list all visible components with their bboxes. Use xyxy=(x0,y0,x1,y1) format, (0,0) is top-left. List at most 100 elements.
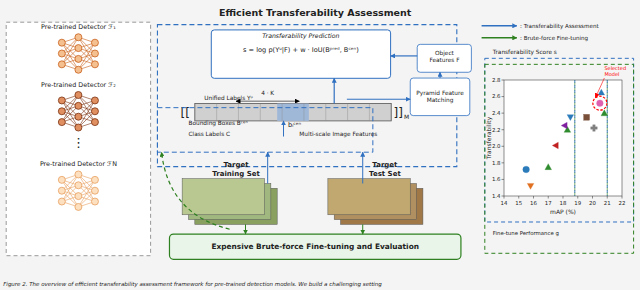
network-node xyxy=(91,97,98,104)
text-line: Unified Labels Yᵘ xyxy=(204,95,253,101)
text-line: 14 xyxy=(501,200,508,206)
point xyxy=(584,114,590,120)
network-node xyxy=(91,50,98,57)
network-node xyxy=(58,50,65,57)
text-line: Pre-trained Detector ℱ₁ xyxy=(41,23,116,31)
matching-box xyxy=(410,78,470,116)
matrix-grid xyxy=(238,104,239,121)
y-tick-label: 2.4 xyxy=(492,110,501,116)
arrow xyxy=(267,152,268,183)
network-node xyxy=(58,187,65,194)
text-line: 22 xyxy=(619,200,626,206)
text-line: Pre-trained Detector ℱN xyxy=(40,160,117,168)
y-axis-label: Transferability xyxy=(485,116,493,160)
label-matrix xyxy=(195,104,391,121)
text-line: s = log p(Yᵘ|F) + w · IoU(Bᵖʳᵉᵈ, Bᶜᵉⁿ) xyxy=(243,46,359,54)
text-line: Transferability Score s xyxy=(492,49,557,56)
panel-border xyxy=(6,22,150,256)
text-line: 19 xyxy=(574,200,581,206)
network-node xyxy=(91,61,98,68)
detector-label: Pre-trained Detector ℱN xyxy=(40,160,117,168)
center-label: bᵢᶜᵉⁿ xyxy=(288,121,302,129)
text-line: 18 xyxy=(560,200,567,206)
arrow xyxy=(283,121,284,137)
prediction-title: Transferability Prediction xyxy=(262,32,339,40)
arrow xyxy=(362,224,363,234)
text-line: : Transferability Assessment xyxy=(520,23,599,30)
matrix-grid xyxy=(303,104,304,121)
x-tick xyxy=(533,196,534,199)
x-tick xyxy=(592,196,593,199)
reference-line xyxy=(607,80,608,196)
y-tick-label: 2.8 xyxy=(492,77,501,83)
point xyxy=(545,164,552,170)
text-line: ⋮ xyxy=(72,135,85,150)
network-node xyxy=(91,187,98,194)
matrix-grid xyxy=(391,104,392,121)
network-node xyxy=(75,45,82,52)
network-node xyxy=(58,97,65,104)
point xyxy=(561,122,567,129)
arrow xyxy=(362,152,363,183)
y-tick-label: 2.2 xyxy=(492,127,501,133)
y-tick-label: 2.6 xyxy=(492,93,501,99)
network-node xyxy=(58,176,65,183)
legend-arrow xyxy=(482,37,517,39)
performance-label: Fine-tune Performance g xyxy=(493,230,559,237)
text-line: 2.2 xyxy=(492,127,501,133)
x-tick xyxy=(504,196,505,199)
network-node xyxy=(75,124,82,131)
text-line: 21 xyxy=(604,200,611,206)
legend-arrow xyxy=(482,25,517,27)
y-tick xyxy=(502,96,505,97)
network-node xyxy=(91,198,98,205)
y-tick xyxy=(502,162,505,163)
classes-label: Class Labels C xyxy=(188,131,230,137)
network-node xyxy=(91,176,98,183)
point xyxy=(567,115,574,121)
boxes-label: Bounding Boxes Bᶜᵉⁿ xyxy=(188,120,247,127)
matrix-grid xyxy=(194,104,195,121)
x-tick xyxy=(577,196,578,199)
text-line: Target xyxy=(372,161,398,169)
highlight-circle xyxy=(593,96,607,110)
text-line: Fine-tune Performance g xyxy=(493,230,559,237)
network-node xyxy=(75,34,82,41)
arrow xyxy=(440,72,441,78)
inputs-area xyxy=(157,108,372,153)
legend-label: : Transferability Assessment xyxy=(520,23,599,30)
y-tick xyxy=(502,80,505,81)
text-line: Test Set xyxy=(369,170,401,178)
network xyxy=(58,171,98,210)
network-node xyxy=(91,119,98,126)
text-line: 2.4 xyxy=(492,110,501,116)
y-tick xyxy=(502,113,505,114)
network-node xyxy=(58,198,65,205)
text-line: ]] xyxy=(394,106,403,120)
x-tick-label: 16 xyxy=(530,200,537,206)
y-tick-label: 1.4 xyxy=(492,193,501,199)
matrix-grid xyxy=(216,104,217,121)
text-line: Pyramid Feature xyxy=(416,90,464,97)
x-tick-label: 22 xyxy=(619,200,626,206)
x-tick-label: 14 xyxy=(501,200,508,206)
text-line: bᵢᶜᵉⁿ xyxy=(288,121,302,129)
caption: Figure 2. The overview of efficient tran… xyxy=(3,281,382,288)
finetune-label: Expensive Brute-force Fine-tuning and Ev… xyxy=(211,242,419,251)
formula: s = log p(Yᵘ|F) + w · IoU(Bᵖʳᵉᵈ, Bᶜᵉⁿ) xyxy=(243,46,359,54)
point xyxy=(523,166,530,173)
features-box xyxy=(417,44,471,72)
text-line: mAP (%) xyxy=(550,208,576,215)
training-image xyxy=(182,179,264,215)
width-arrow xyxy=(236,101,299,102)
text-line: 1.4 xyxy=(492,193,501,199)
text-line: : Brute-force Fine-tuning xyxy=(520,35,589,42)
text-line: Object xyxy=(435,50,455,57)
x-tick xyxy=(518,196,519,199)
arrow xyxy=(245,224,246,234)
text-line: Features F xyxy=(429,57,459,63)
detector-label: Pre-trained Detector ℱ₂ xyxy=(41,81,116,89)
ellipsis: ⋮ xyxy=(72,135,85,150)
network-node xyxy=(75,92,82,99)
text-line: Model xyxy=(604,71,619,77)
